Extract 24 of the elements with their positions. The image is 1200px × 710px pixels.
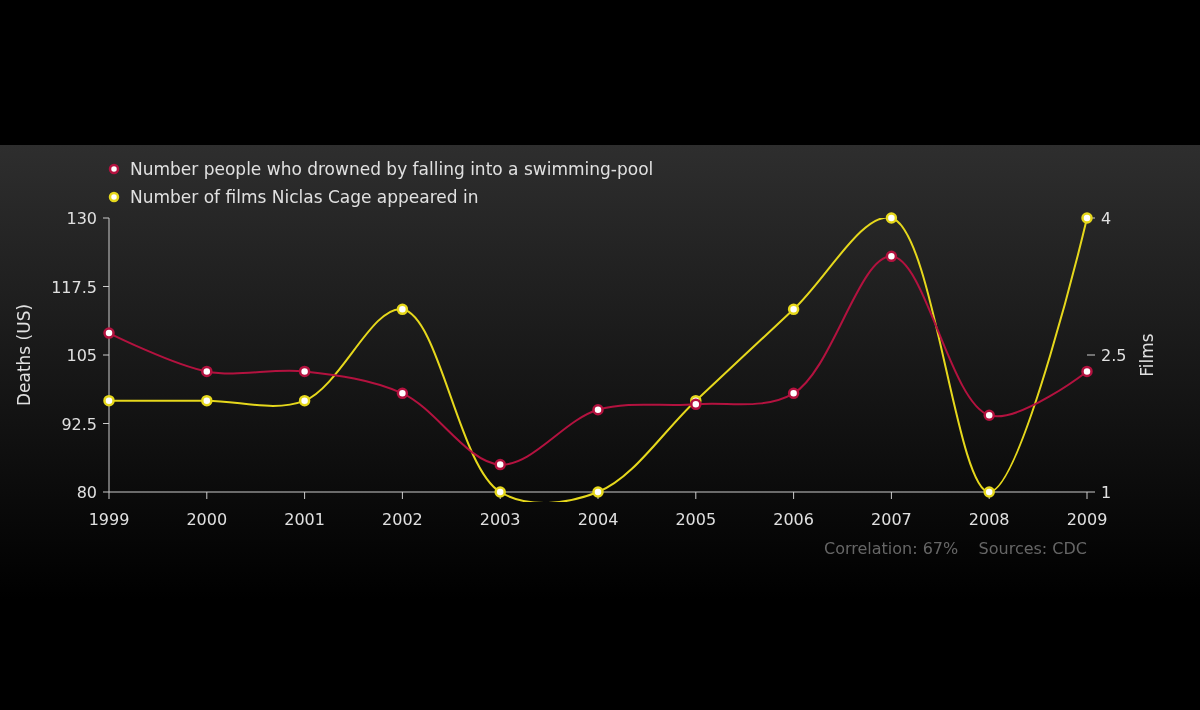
y-tick-label: 117.5 — [51, 277, 97, 297]
legend-label: Number of films Niclas Cage appeared in — [130, 187, 479, 207]
y2-tick-label: 2.5 — [1101, 346, 1127, 365]
y2-axis-title: Films — [1137, 333, 1157, 377]
x-tick-label: 2003 — [479, 510, 521, 529]
y-tick-label: 105 — [66, 346, 97, 365]
x-tick-label: 2004 — [577, 510, 619, 529]
x-tick-label: 2006 — [773, 510, 814, 529]
legend-label: Number people who drowned by falling into a swimming-pool — [130, 159, 654, 179]
y-tick-label: 130 — [66, 209, 97, 228]
x-tick-label: 2007 — [871, 510, 912, 529]
x-tick-label: 2008 — [968, 510, 1010, 529]
text: Correlation: 67% Sources: CDC — [823, 539, 1087, 558]
y2-tick-label: 4 — [1101, 209, 1112, 228]
y-tick-label: 92.5 — [61, 414, 97, 434]
x-tick-label: 2001 — [284, 510, 325, 529]
x-tick-label: 1999 — [88, 510, 130, 529]
x-tick-label: 2005 — [675, 510, 717, 529]
x-tick-label: 2002 — [382, 510, 423, 529]
y-axis-title: Deaths (US) — [14, 303, 34, 407]
y-tick-label: 80 — [76, 483, 97, 502]
x-tick-label: 2009 — [1066, 510, 1108, 529]
x-tick-label: 2000 — [186, 510, 228, 529]
y2-tick-label: 1 — [1101, 483, 1112, 502]
